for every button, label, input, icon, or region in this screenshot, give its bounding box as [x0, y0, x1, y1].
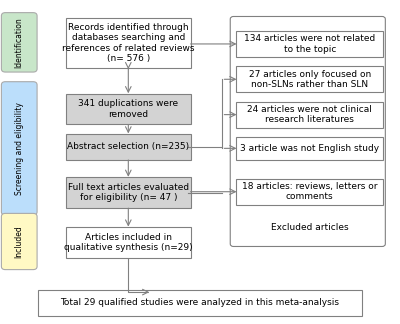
- Text: 27 articles only focused on
non-SLNs rather than SLN: 27 articles only focused on non-SLNs rat…: [249, 70, 371, 89]
- FancyBboxPatch shape: [1, 13, 37, 72]
- FancyBboxPatch shape: [66, 227, 191, 258]
- Text: 24 articles were not clinical
research literatures: 24 articles were not clinical research l…: [247, 105, 372, 124]
- Text: 18 articles: reviews, letters or
comments: 18 articles: reviews, letters or comment…: [242, 182, 378, 202]
- FancyBboxPatch shape: [66, 18, 191, 68]
- FancyBboxPatch shape: [236, 137, 383, 160]
- FancyBboxPatch shape: [66, 94, 191, 124]
- FancyBboxPatch shape: [1, 214, 37, 270]
- Text: 3 article was not English study: 3 article was not English study: [240, 144, 379, 153]
- FancyBboxPatch shape: [38, 290, 362, 316]
- FancyBboxPatch shape: [236, 31, 383, 57]
- Text: Records identified through
databases searching and
references of related reviews: Records identified through databases sea…: [62, 23, 194, 63]
- FancyBboxPatch shape: [236, 179, 383, 205]
- Text: Included: Included: [15, 225, 24, 258]
- FancyBboxPatch shape: [236, 66, 383, 92]
- Text: Total 29 qualified studies were analyzed in this meta-analysis: Total 29 qualified studies were analyzed…: [60, 298, 339, 307]
- Text: Full text articles evaluated
for eligibility (n= 47 ): Full text articles evaluated for eligibi…: [68, 183, 189, 202]
- Text: Screening and eligibility: Screening and eligibility: [15, 102, 24, 195]
- FancyBboxPatch shape: [66, 177, 191, 208]
- Text: Identification: Identification: [15, 17, 24, 68]
- FancyBboxPatch shape: [236, 102, 383, 128]
- FancyBboxPatch shape: [1, 82, 37, 215]
- FancyBboxPatch shape: [66, 134, 191, 160]
- Text: 341 duplications were
removed: 341 duplications were removed: [78, 99, 178, 119]
- Text: Excluded articles: Excluded articles: [271, 223, 348, 232]
- Text: Articles included in
qualitative synthesis (n=29): Articles included in qualitative synthes…: [64, 233, 193, 252]
- Text: Abstract selection (n=235): Abstract selection (n=235): [67, 142, 189, 151]
- Text: 134 articles were not related
to the topic: 134 articles were not related to the top…: [244, 34, 375, 54]
